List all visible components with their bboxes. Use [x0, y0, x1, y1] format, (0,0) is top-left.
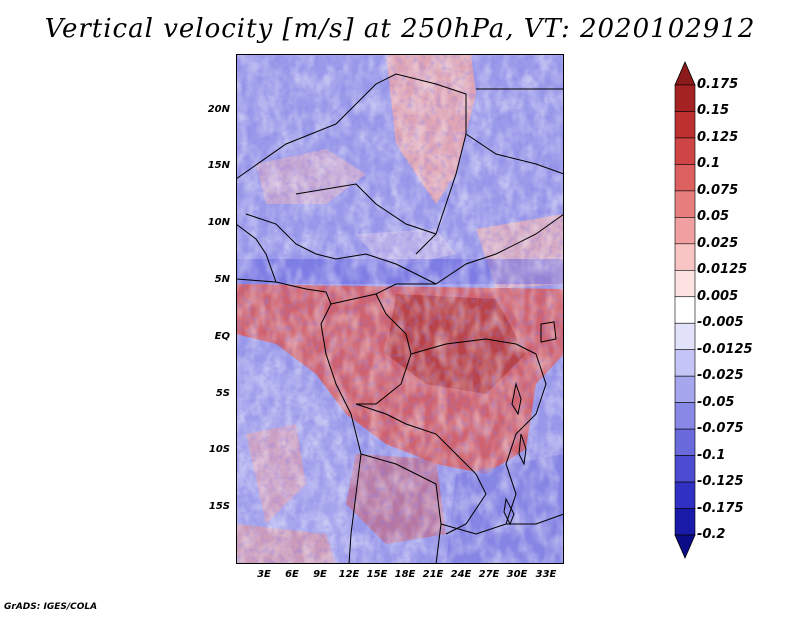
colorbar-label: -0.2	[697, 527, 726, 542]
colorbar-swatch	[674, 269, 696, 298]
y-tick-label: EQ	[214, 331, 230, 342]
x-tick-label: 6E	[285, 569, 299, 580]
x-tick-label: 9E	[313, 569, 327, 580]
y-tick-label: 10N	[207, 217, 230, 228]
colorbar-swatch	[674, 137, 696, 165]
colorbar-label: -0.1	[697, 447, 726, 463]
vertical-velocity-map	[236, 54, 564, 564]
colorbar-label: 0.075	[697, 182, 739, 198]
grads-credit: GrADS: IGES/COLA	[4, 602, 98, 612]
colorbar-swatch	[674, 84, 696, 112]
colorbar-swatch	[674, 217, 696, 245]
colorbar-label: 0.05	[697, 209, 730, 225]
x-tick-label: 24E	[450, 569, 472, 580]
x-tick-label: 3E	[257, 569, 271, 580]
x-tick-label: 12E	[338, 569, 360, 580]
colorbar-label: 0.175	[697, 77, 739, 92]
colorbar	[674, 60, 696, 560]
colorbar-label: 0.005	[697, 288, 739, 304]
colorbar-label: -0.025	[697, 368, 744, 384]
y-tick-label: 20N	[207, 104, 230, 115]
colorbar-swatch	[674, 481, 696, 509]
colorbar-swatch	[674, 455, 696, 483]
colorbar-swatch	[674, 428, 696, 456]
colorbar-label: -0.005	[697, 315, 744, 331]
colorbar-label: 0.025	[697, 235, 739, 251]
colorbar-swatch	[674, 375, 696, 403]
colorbar-swatch	[674, 402, 696, 430]
colorbar-top-arrow	[674, 60, 696, 86]
colorbar-bottom-arrow	[674, 534, 696, 560]
x-tick-label: 33E	[535, 569, 557, 580]
y-tick-label: 15S	[208, 501, 230, 512]
y-tick-label: 10S	[208, 444, 230, 455]
colorbar-swatch	[674, 349, 696, 377]
colorbar-label: -0.175	[697, 500, 744, 516]
colorbar-label: 0.0125	[697, 262, 748, 278]
colorbar-label: 0.1	[697, 156, 721, 172]
colorbar-swatch	[674, 111, 696, 139]
x-tick-label: 21E	[422, 569, 444, 580]
map-title: Vertical velocity [m/s] at 250hPa, VT: 2…	[44, 14, 756, 44]
x-tick-label: 27E	[478, 569, 500, 580]
colorbar-swatch	[674, 190, 696, 218]
colorbar-swatch	[674, 508, 696, 536]
y-tick-label: 5N	[214, 274, 230, 285]
colorbar-swatch	[674, 322, 696, 351]
colorbar-swatch	[674, 164, 696, 192]
y-tick-label: 5S	[215, 388, 230, 399]
colorbar-label: -0.125	[697, 474, 744, 490]
y-tick-label: 15N	[207, 160, 230, 171]
colorbar-label: -0.075	[697, 421, 744, 437]
colorbar-label: -0.0125	[697, 341, 753, 357]
x-tick-label: 30E	[506, 569, 528, 580]
x-tick-label: 15E	[366, 569, 388, 580]
colorbar-label: 0.125	[697, 129, 739, 145]
colorbar-label: 0.15	[697, 103, 730, 119]
colorbar-label: -0.05	[697, 394, 735, 410]
colorbar-swatch	[674, 296, 696, 324]
colorbar-swatch	[674, 243, 696, 271]
x-tick-label: 18E	[394, 569, 416, 580]
